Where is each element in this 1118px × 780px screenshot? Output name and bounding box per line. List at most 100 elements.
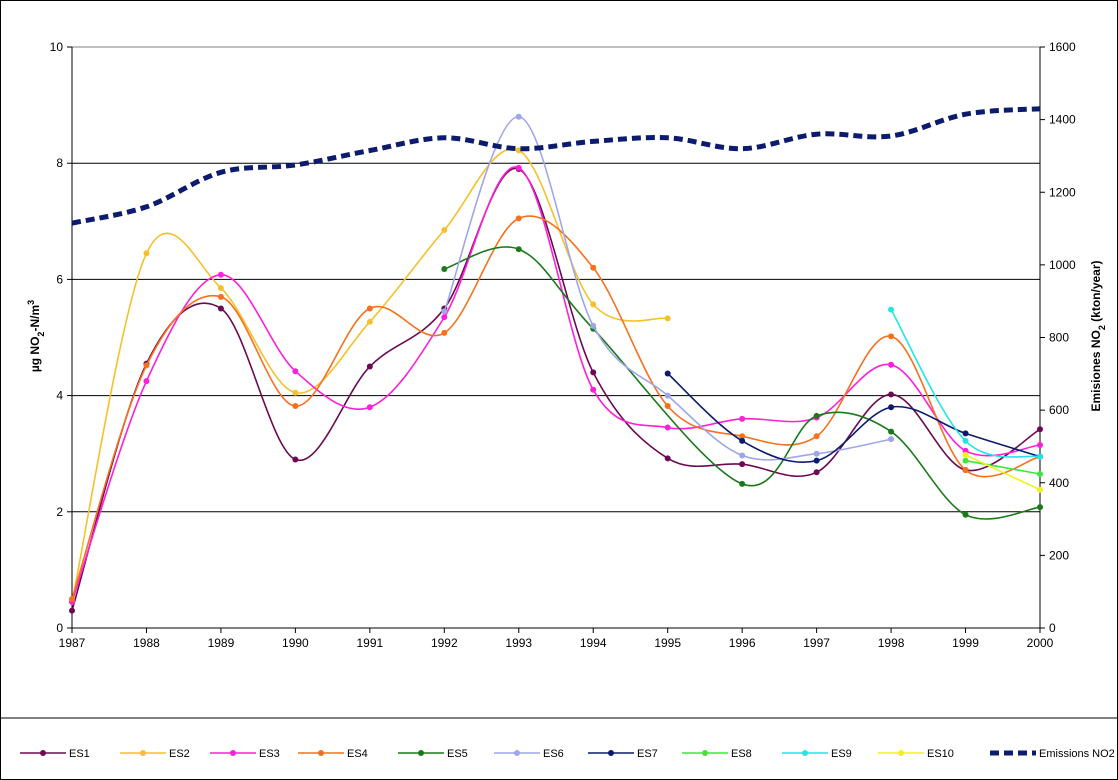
x-tick-label: 1987 bbox=[59, 636, 86, 650]
data-point-es3 bbox=[515, 164, 522, 171]
legend-item-es8: ES8 bbox=[682, 748, 752, 760]
y-tick-label: 6 bbox=[56, 272, 63, 286]
data-point-es4 bbox=[217, 293, 224, 300]
x-tick-label: 1997 bbox=[803, 636, 830, 650]
legend-item-emissions-no2: Emissions NO2 bbox=[990, 748, 1115, 760]
series-es2 bbox=[69, 147, 671, 605]
legend-label: ES9 bbox=[831, 748, 852, 760]
data-point-es6 bbox=[664, 392, 671, 399]
y2-tick-label: 200 bbox=[1049, 548, 1069, 562]
y-tick-label: 4 bbox=[56, 389, 63, 403]
y-tick-label: 10 bbox=[50, 40, 64, 54]
y2-tick-label: 1400 bbox=[1049, 113, 1076, 127]
data-point-es5 bbox=[739, 480, 746, 487]
y2-axis-title: Emisiones NO2 (kton/year) bbox=[1089, 260, 1107, 411]
legend-label: ES4 bbox=[347, 748, 368, 760]
data-point-es1 bbox=[292, 456, 299, 463]
data-point-es2 bbox=[292, 389, 299, 396]
data-point-es4 bbox=[143, 362, 150, 369]
x-tick-label: 1994 bbox=[580, 636, 607, 650]
data-point-es3 bbox=[1037, 441, 1043, 448]
data-point-es5 bbox=[1037, 504, 1043, 511]
data-point-es1 bbox=[813, 469, 820, 476]
y2-tick-label: 0 bbox=[1049, 621, 1056, 635]
legend-marker bbox=[608, 750, 614, 756]
data-point-es5 bbox=[888, 428, 895, 435]
data-point-es7 bbox=[813, 457, 820, 464]
data-point-es6 bbox=[739, 452, 746, 459]
x-tick-label: 1995 bbox=[654, 636, 681, 650]
data-point-es4 bbox=[441, 329, 448, 336]
series-es8 bbox=[962, 457, 1043, 478]
legend-item-es6: ES6 bbox=[494, 748, 564, 760]
data-point-es5 bbox=[441, 265, 448, 272]
data-point-es4 bbox=[664, 403, 671, 410]
data-point-es2 bbox=[217, 285, 224, 292]
x-tick-label: 1996 bbox=[729, 636, 756, 650]
legend-label: ES5 bbox=[447, 748, 468, 760]
y2-tick-label: 600 bbox=[1049, 403, 1069, 417]
data-point-es8 bbox=[962, 457, 969, 464]
data-point-es6 bbox=[590, 322, 597, 329]
data-point-es4 bbox=[590, 264, 597, 271]
data-point-es1 bbox=[1037, 426, 1043, 433]
x-tick-label: 1999 bbox=[952, 636, 979, 650]
data-point-es9 bbox=[1037, 453, 1043, 460]
data-point-es4 bbox=[366, 305, 373, 312]
legend-label: ES7 bbox=[637, 748, 658, 760]
legend-item-es2: ES2 bbox=[120, 748, 190, 760]
data-point-es10 bbox=[962, 451, 969, 458]
x-tick-label: 1993 bbox=[505, 636, 532, 650]
series-es7 bbox=[664, 370, 1043, 464]
legend-item-es5: ES5 bbox=[398, 748, 468, 760]
data-point-es4 bbox=[813, 433, 820, 440]
series-es9 bbox=[888, 306, 1043, 460]
y-axis-title: µg NO2-N/m3 bbox=[26, 300, 46, 372]
y-tick-label: 2 bbox=[56, 505, 63, 519]
x-tick-label: 1989 bbox=[208, 636, 235, 650]
series-line-es9 bbox=[890, 309, 1041, 458]
data-point-es2 bbox=[515, 147, 522, 154]
data-point-es2 bbox=[590, 301, 597, 308]
data-point-es6 bbox=[813, 450, 820, 457]
legend-label: ES2 bbox=[169, 748, 190, 760]
data-point-es1 bbox=[888, 391, 895, 398]
tick-labels: 0 2 4 6 8 10 0 200 400 600 800 1000 1200 1400 1600 1987… bbox=[50, 40, 1076, 650]
data-point-es5 bbox=[813, 412, 820, 419]
legend-marker bbox=[140, 750, 146, 756]
data-point-es7 bbox=[962, 430, 969, 437]
legend-label: ES6 bbox=[543, 748, 564, 760]
x-tick-label: 1990 bbox=[282, 636, 309, 650]
data-point-es3 bbox=[441, 314, 448, 321]
data-point-es3 bbox=[739, 415, 746, 422]
data-point-es3 bbox=[888, 361, 895, 368]
series-line-es8 bbox=[965, 459, 1041, 475]
data-point-es1 bbox=[590, 369, 597, 376]
legend-marker bbox=[702, 750, 708, 756]
data-point-es2 bbox=[664, 315, 671, 322]
data-point-es2 bbox=[441, 227, 448, 234]
legend: ES1 ES2 ES3 ES4 ES5 ES6 ES7 ES8 ES9 ES10 Emissions… bbox=[20, 748, 1115, 760]
data-point-es2 bbox=[143, 250, 150, 257]
legend-label: ES10 bbox=[927, 748, 954, 760]
legend-marker bbox=[418, 750, 424, 756]
series-line-emissions-no2 bbox=[71, 106, 1041, 226]
data-point-es7 bbox=[888, 404, 895, 411]
legend-item-es7: ES7 bbox=[588, 748, 658, 760]
y-tick-label: 8 bbox=[56, 156, 63, 170]
legend-label: ES3 bbox=[259, 748, 280, 760]
data-point-es7 bbox=[739, 437, 746, 444]
data-point-es4 bbox=[515, 215, 522, 222]
series-emissions-no2 bbox=[71, 106, 1041, 226]
legend-marker bbox=[40, 750, 46, 756]
data-point-es4 bbox=[69, 595, 75, 602]
series-es10 bbox=[962, 451, 1043, 493]
legend-item-es9: ES9 bbox=[782, 748, 852, 760]
series-line-es10 bbox=[965, 454, 1041, 491]
series-line-es2 bbox=[71, 148, 668, 603]
series-line-es3 bbox=[71, 166, 1041, 603]
data-point-es6 bbox=[888, 436, 895, 443]
data-point-es3 bbox=[143, 378, 150, 385]
series-es1 bbox=[69, 166, 1043, 614]
